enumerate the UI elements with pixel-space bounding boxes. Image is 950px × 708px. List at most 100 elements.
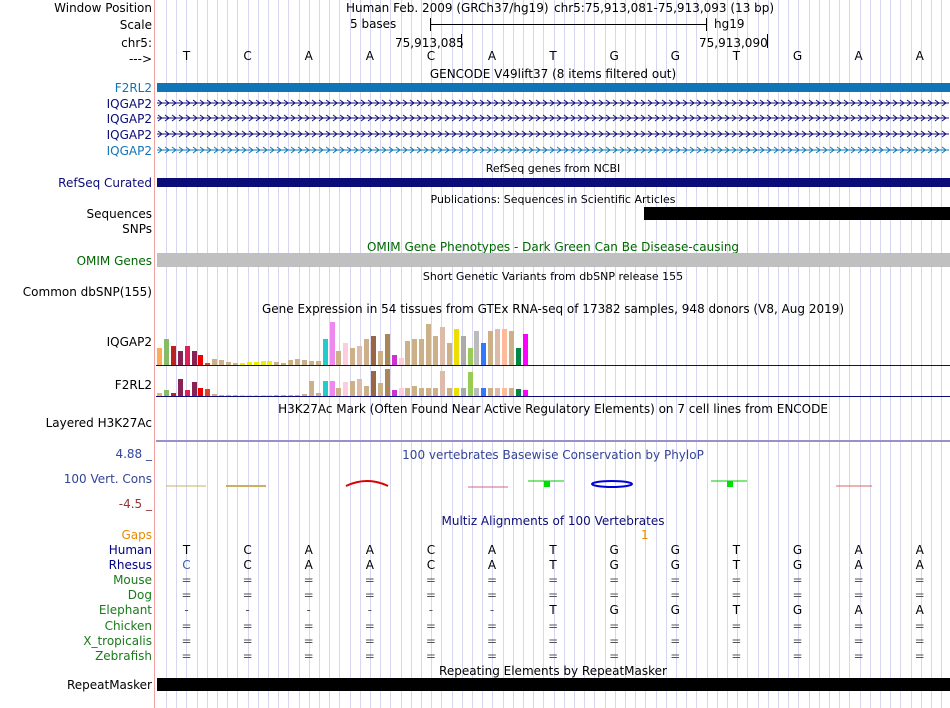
gtex-gene2-tissue-bar[interactable] (357, 379, 363, 396)
gtex-gene1-tissue-bar[interactable] (391, 355, 397, 365)
gtex-gene1-tissue-bar[interactable] (170, 346, 176, 365)
gtex-gene1-tissue-bar[interactable] (426, 324, 432, 365)
gtex-gene1-tissue-bar[interactable] (198, 355, 204, 365)
gtex-gene2-tissue-bar[interactable] (343, 382, 349, 396)
gtex-gene1-tissue-bar[interactable] (281, 363, 287, 365)
gtex-gene1-tissue-bar[interactable] (419, 339, 425, 365)
gtex-gene2-tissue-bar[interactable] (205, 389, 211, 396)
gtex-gene2-tissue-bar[interactable] (219, 395, 225, 396)
gtex-gene1-tissue-bar[interactable] (184, 346, 190, 365)
gtex-gene1-tissue-bar[interactable] (219, 360, 225, 365)
gtex-gene1-tissue-bar[interactable] (232, 363, 238, 365)
h3k27ac-signal[interactable] (156, 440, 950, 442)
gtex-gene1-tissue-bar[interactable] (239, 363, 245, 365)
gtex-gene1-tissue-bar[interactable] (439, 327, 445, 365)
gtex-gene2-tissue-bar[interactable] (274, 395, 280, 396)
gtex-gene1-tissue-bar[interactable] (467, 348, 473, 365)
repeatmasker-title[interactable]: Repeating Elements by RepeatMasker (439, 664, 667, 678)
gtex-gene1-tissue-bar[interactable] (453, 329, 459, 365)
refseq-title[interactable]: RefSeq genes from NCBI (485, 162, 621, 175)
phylop-label[interactable]: 100 Vert. Cons (63, 472, 152, 486)
gtex-gene1-tissue-bar[interactable] (522, 334, 528, 365)
gtex-gene2-tissue-bar[interactable] (405, 388, 411, 396)
gtex-gene2-tissue-bar[interactable] (502, 388, 507, 396)
h3k27ac-title[interactable]: H3K27Ac Mark (Often Found Near Active Re… (278, 402, 828, 416)
gtex-gene1-tissue-bar[interactable] (508, 331, 514, 365)
gtex-gene2-tissue-bar[interactable] (377, 383, 383, 396)
gene-f2rl2-bar[interactable] (157, 83, 950, 92)
gtex-gene2-tissue-bar[interactable] (191, 382, 197, 396)
sequences-bar[interactable] (644, 207, 950, 220)
gtex-gene2-tissue-bar[interactable] (308, 381, 314, 396)
gene-label-f2rl2[interactable]: F2RL2 (114, 81, 152, 95)
gtex-gene2-tissue-bar[interactable] (495, 388, 501, 396)
gtex-gene1-tissue-bar[interactable] (446, 343, 452, 365)
gtex-gene1-tissue-bar[interactable] (384, 334, 390, 365)
gtex-gene2-tissue-bar[interactable] (481, 388, 487, 396)
gtex-gene2-tissue-bar[interactable] (260, 395, 266, 396)
gtex-gene2-tissue-bar[interactable] (474, 388, 480, 396)
gtex-gene2-tissue-bar[interactable] (157, 393, 162, 396)
gtex-gene2-tissue-bar[interactable] (350, 381, 356, 396)
gtex-gene2-tissue-bar[interactable] (329, 381, 335, 396)
gtex-gene1-tissue-bar[interactable] (495, 329, 501, 365)
gtex-gene1-tissue-bar[interactable] (212, 359, 218, 365)
gtex-gene1-tissue-bar[interactable] (205, 363, 211, 365)
gtex-gene2-tissue-bar[interactable] (446, 388, 452, 396)
gtex-gene2-tissue-bar[interactable] (177, 379, 183, 396)
gtex-gene2-tissue-bar[interactable] (281, 395, 287, 396)
repeatmasker-bar[interactable] (157, 678, 950, 691)
gtex-gene2-tissue-bar[interactable] (384, 369, 390, 396)
gtex-gene2-tissue-bar[interactable] (170, 393, 176, 396)
species-label[interactable]: Human (108, 543, 152, 557)
gene-label-iqgap2-3[interactable]: IQGAP2 (106, 128, 152, 142)
gtex-gene1-tissue-bar[interactable] (295, 359, 300, 365)
gtex-gene1-tissue-bar[interactable] (364, 339, 369, 365)
gtex-gene1-tissue-bar[interactable] (308, 361, 314, 365)
gtex-gene1-tissue-bar[interactable] (260, 361, 266, 365)
refseq-label[interactable]: RefSeq Curated (58, 176, 152, 190)
omim-bar[interactable] (157, 253, 950, 267)
gtex-gene2-tissue-bar[interactable] (433, 388, 438, 396)
gtex-gene1-tissue-bar[interactable] (460, 336, 466, 365)
species-label[interactable]: Mouse (113, 573, 152, 588)
sequences-label[interactable]: Sequences (86, 207, 152, 221)
gtex-gene1-tissue-bar[interactable] (163, 339, 169, 365)
multiz-title[interactable]: Multiz Alignments of 100 Vertebrates (441, 514, 665, 528)
gtex-gene1-tissue-bar[interactable] (315, 361, 321, 365)
gtex-gene2-tissue-bar[interactable] (508, 388, 514, 396)
gene-iqgap2-3-line[interactable] (157, 128, 949, 140)
omim-title[interactable]: OMIM Gene Phenotypes - Dark Green Can Be… (366, 240, 740, 254)
gtex-gene2-tissue-bar[interactable] (391, 390, 397, 396)
gtex-title[interactable]: Gene Expression in 54 tissues from GTEx … (261, 302, 845, 316)
gtex-gene2-tissue-bar[interactable] (439, 371, 445, 396)
gene-label-iqgap2-4[interactable]: IQGAP2 (106, 144, 152, 158)
gtex-gene2-tissue-bar[interactable] (288, 395, 294, 396)
omim-label[interactable]: OMIM Genes (76, 254, 152, 268)
gtex-gene1-tissue-bar[interactable] (157, 348, 162, 365)
gene-iqgap2-4-line[interactable] (157, 144, 949, 156)
gtex-gene2-tissue-bar[interactable] (515, 389, 521, 396)
gtex-gene2-tissue-bar[interactable] (301, 394, 307, 396)
gene-iqgap2-1-line[interactable] (157, 97, 949, 109)
gtex-gene2-tissue-bar[interactable] (267, 395, 273, 396)
gtex-gene1-tissue-bar[interactable] (350, 348, 356, 365)
gtex-gene2-tissue-bar[interactable] (322, 381, 328, 396)
gtex-gene1-tissue-bar[interactable] (398, 358, 404, 365)
species-label[interactable]: Chicken (104, 618, 152, 633)
gtex-gene1-tissue-bar[interactable] (253, 362, 259, 365)
gtex-gene2-tissue-bar[interactable] (364, 386, 369, 396)
gtex-gene1-tissue-bar[interactable] (377, 351, 383, 365)
gtex-gene1-tissue-bar[interactable] (274, 362, 280, 365)
gtex-gene1-tissue-bar[interactable] (357, 346, 363, 365)
gtex-gene2-tissue-bar[interactable] (419, 388, 425, 396)
gtex-gene2-tissue-bar[interactable] (198, 388, 204, 396)
gtex-gene2-tissue-bar[interactable] (232, 395, 238, 396)
gtex-gene1-tissue-bar[interactable] (191, 351, 197, 365)
species-label[interactable]: Zebrafish (95, 648, 152, 663)
gtex-gene2-tissue-bar[interactable] (246, 395, 252, 396)
position-text[interactable]: chr5:75,913,081-75,913,093 (13 bp) (554, 1, 775, 15)
species-label[interactable]: Dog (127, 588, 152, 603)
gtex-gene2-tissue-bar[interactable] (315, 393, 321, 396)
phylop-title[interactable]: 100 vertebrates Basewise Conservation by… (402, 448, 704, 462)
